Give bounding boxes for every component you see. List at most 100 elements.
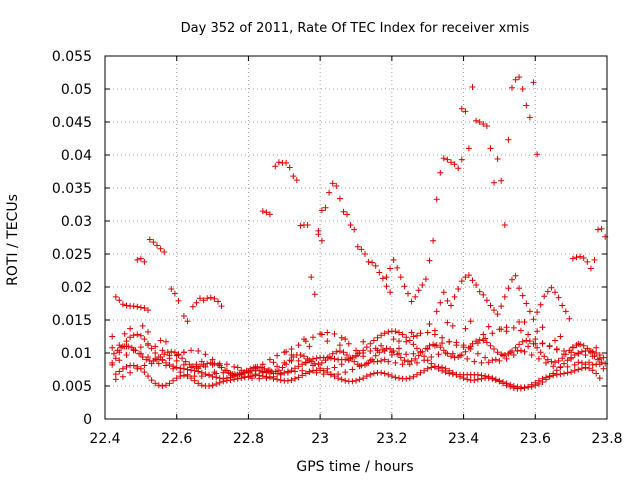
data-point — [482, 354, 489, 361]
data-point — [157, 354, 164, 360]
data-point — [516, 285, 523, 292]
data-point — [415, 352, 422, 359]
data-point — [543, 359, 549, 366]
data-point — [116, 357, 123, 364]
data-point — [460, 375, 467, 382]
data-point — [119, 373, 126, 380]
data-point — [440, 289, 447, 296]
data-point — [259, 361, 266, 368]
data-point — [483, 123, 490, 129]
data-point — [288, 377, 295, 384]
data-point — [424, 329, 431, 336]
data-point — [284, 377, 291, 384]
data-point — [396, 329, 402, 336]
data-point — [424, 365, 431, 372]
data-point — [363, 344, 370, 351]
data-point — [405, 290, 411, 297]
data-point — [265, 368, 272, 375]
data-point — [139, 322, 146, 329]
data-point — [580, 342, 587, 349]
data-point — [500, 352, 506, 359]
data-point — [353, 347, 359, 354]
data-point — [412, 355, 419, 362]
data-point — [141, 336, 148, 343]
data-point — [457, 352, 463, 359]
data-point — [315, 227, 322, 234]
data-point — [344, 211, 350, 218]
data-point — [600, 354, 607, 361]
data-point — [340, 208, 347, 215]
data-point — [517, 327, 524, 334]
data-point — [462, 274, 469, 281]
data-point — [510, 352, 517, 358]
data-point — [417, 369, 424, 376]
data-point — [448, 159, 454, 166]
data-point — [112, 376, 119, 383]
data-point — [553, 346, 560, 353]
data-point — [586, 359, 593, 366]
data-point — [299, 367, 306, 374]
data-point — [275, 367, 282, 374]
data-point — [134, 331, 141, 338]
data-point — [204, 360, 211, 367]
data-point — [487, 342, 494, 349]
data-point — [266, 356, 273, 363]
data-point — [130, 362, 137, 369]
data-point — [553, 371, 560, 378]
data-point — [550, 363, 557, 370]
data-point — [137, 332, 144, 339]
data-point — [145, 342, 151, 349]
data-point — [381, 330, 388, 337]
data-point — [209, 373, 216, 380]
data-point — [170, 365, 177, 372]
data-point — [141, 362, 148, 369]
data-point — [363, 360, 370, 367]
data-point — [469, 84, 476, 90]
data-point — [272, 368, 279, 375]
data-point — [123, 302, 130, 309]
data-point — [184, 366, 191, 373]
data-point — [464, 355, 471, 362]
data-point — [284, 369, 291, 376]
data-point — [155, 360, 162, 367]
data-point — [283, 361, 290, 368]
data-point — [578, 365, 585, 372]
data-point — [587, 265, 594, 272]
data-point — [575, 366, 582, 373]
data-point — [335, 371, 342, 378]
data-point — [270, 373, 277, 380]
data-point — [539, 375, 546, 382]
data-point — [155, 382, 162, 389]
data-point — [417, 330, 424, 337]
data-point — [379, 275, 386, 282]
data-point — [193, 299, 200, 306]
data-point — [247, 365, 254, 372]
data-point — [462, 348, 469, 355]
data-point — [370, 370, 377, 377]
data-points — [109, 74, 609, 392]
data-point — [478, 359, 485, 366]
data-point — [539, 324, 546, 331]
data-point — [351, 358, 358, 365]
data-point — [390, 336, 397, 343]
data-point — [173, 364, 180, 371]
data-point — [548, 358, 555, 365]
data-point — [152, 380, 159, 387]
data-point — [123, 338, 130, 345]
data-point — [453, 339, 460, 346]
data-point — [403, 351, 410, 358]
data-point — [188, 375, 195, 382]
data-point — [161, 249, 168, 255]
data-point — [494, 349, 501, 356]
data-point — [338, 334, 345, 341]
data-point — [317, 365, 324, 372]
data-point — [458, 156, 465, 163]
data-point — [308, 274, 315, 281]
data-point — [370, 337, 377, 344]
data-point — [223, 377, 230, 384]
data-point — [569, 344, 576, 351]
data-point — [347, 355, 354, 362]
data-point — [295, 363, 302, 370]
data-point — [313, 369, 320, 376]
